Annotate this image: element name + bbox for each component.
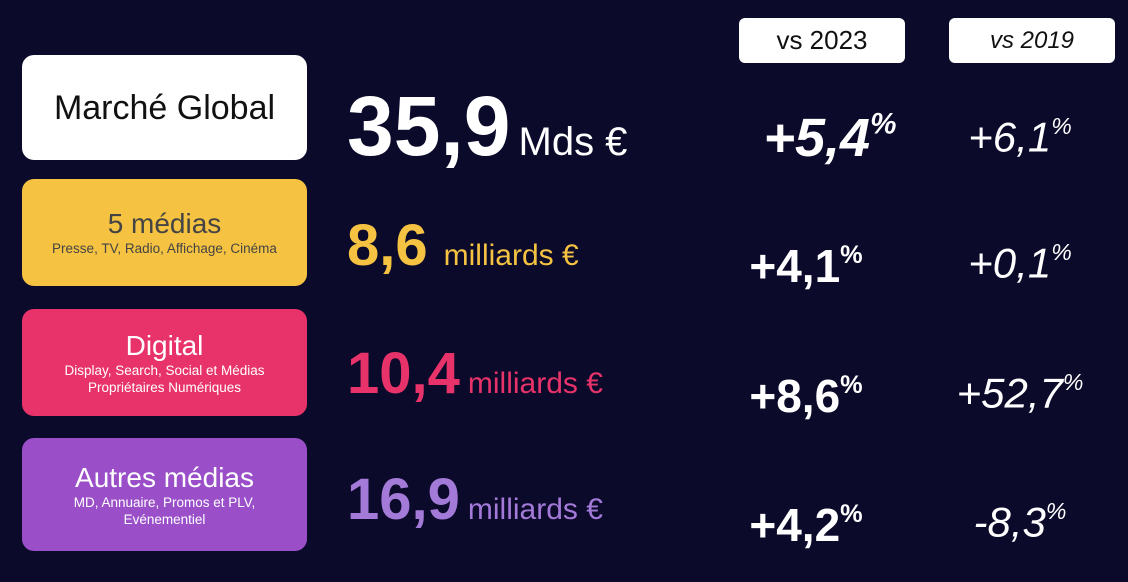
change-unit: % <box>870 107 897 141</box>
change-unit: % <box>1051 113 1072 139</box>
change-unit: % <box>1062 369 1084 395</box>
change-vs-2019: +0,1% <box>920 239 1120 287</box>
category-detail: Display, Search, Social et Médias <box>64 362 265 378</box>
value-unit: Mds € <box>518 120 628 164</box>
change-unit: % <box>840 371 863 400</box>
change-unit: % <box>840 241 863 270</box>
value-group: 10,4 milliards € <box>347 340 603 407</box>
change-vs-2019: +52,7% <box>920 369 1120 417</box>
category-detail: Presse, TV, Radio, Affichage, Cinéma <box>52 241 277 256</box>
category-box: 5 médias Presse, TV, Radio, Affichage, Ci… <box>22 179 307 286</box>
change-vs-2023: +5,4% <box>730 107 930 169</box>
value-unit: milliards € <box>443 239 579 272</box>
header-vs-2019: vs 2019 <box>949 18 1115 63</box>
category-detail: MD, Annuaire, Promos et PLV, <box>73 494 256 510</box>
value: 8,6 <box>347 213 428 278</box>
change-unit: % <box>1045 498 1067 524</box>
change-vs-2023: +4,1% <box>706 239 906 293</box>
change-number: +8,6 <box>749 370 841 422</box>
value-group: 16,9 milliards € <box>347 466 603 533</box>
change-number: +4,2 <box>749 499 841 551</box>
change-unit: % <box>1051 239 1072 265</box>
header-vs-2023: vs 2023 <box>739 18 905 63</box>
change-vs-2023: +8,6% <box>706 369 906 423</box>
change-number: +4,1 <box>749 240 841 292</box>
category-label: Digital <box>125 329 204 361</box>
value-group: 35,9 Mds € <box>347 78 627 175</box>
change-number: +5,4 <box>763 108 871 168</box>
value: 16,9 <box>347 467 460 532</box>
category-detail: Evénementiel <box>123 511 206 527</box>
category-label: Marché Global <box>53 88 276 127</box>
change-number: -8,3 <box>973 498 1046 546</box>
change-number: +52,7 <box>956 369 1063 417</box>
value-unit: milliards € <box>467 367 603 400</box>
change-number: +0,1 <box>968 239 1052 287</box>
category-label: Autres médias <box>75 461 254 493</box>
change-vs-2019: +6,1% <box>920 113 1120 161</box>
category-box: Autres médias MD, Annuaire, Promos et PLV… <box>22 438 307 551</box>
category-label: 5 médias <box>107 208 222 239</box>
category-detail: Propriétaires Numériques <box>87 379 242 395</box>
change-number: +6,1 <box>968 113 1052 161</box>
value: 10,4 <box>347 341 460 406</box>
category-box: Marché Global <box>22 55 307 160</box>
change-vs-2019: -8,3% <box>920 498 1120 546</box>
change-unit: % <box>840 500 863 529</box>
value: 35,9 <box>347 79 511 173</box>
value-unit: milliards € <box>467 493 603 526</box>
change-vs-2023: +4,2% <box>706 498 906 552</box>
value-group: 8,6 milliards € <box>347 212 579 279</box>
category-box: Digital Display, Search, Social et Médias… <box>22 309 307 416</box>
